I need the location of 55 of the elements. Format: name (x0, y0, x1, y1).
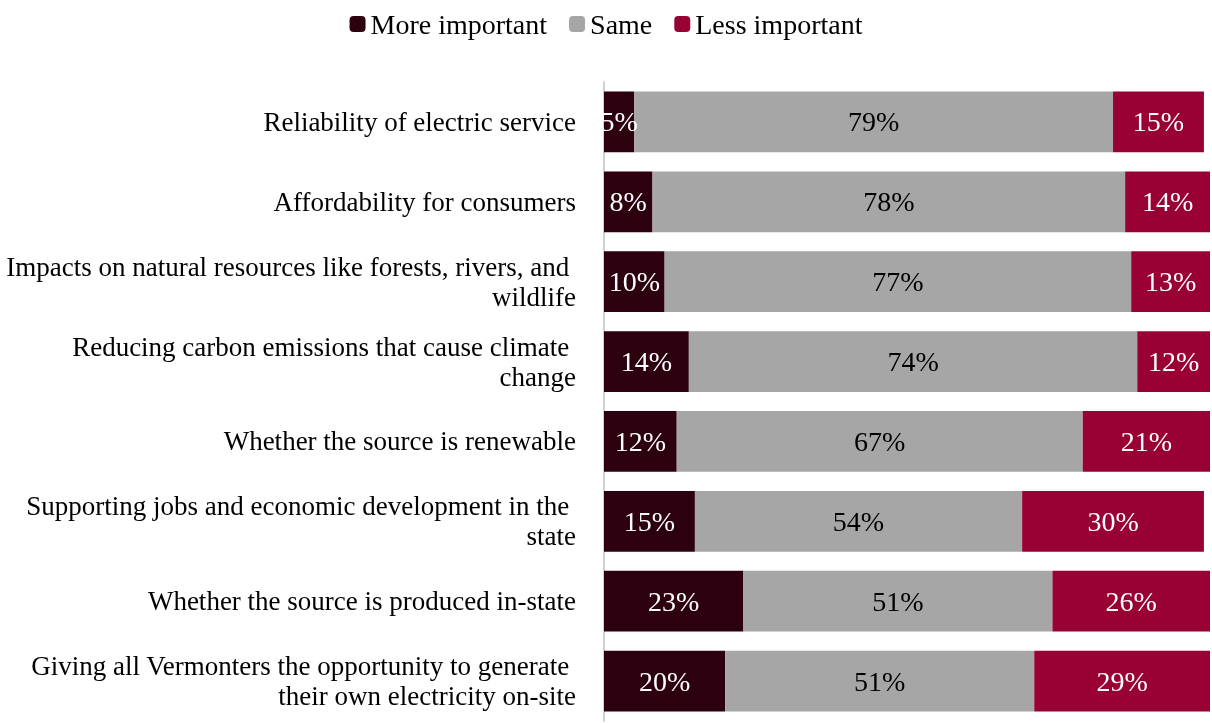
bar (725, 650, 1035, 712)
data-label: 12% (614, 425, 667, 457)
data-label: 54% (832, 505, 885, 537)
data-label: 79% (848, 106, 900, 138)
data-label: 77% (872, 266, 924, 298)
bar (604, 251, 665, 313)
bar (1052, 570, 1210, 632)
bar (1022, 490, 1204, 552)
data-label: 14% (620, 346, 673, 378)
bar (604, 490, 695, 552)
y-tick-label: Reliability of electric service (263, 106, 577, 137)
bar (604, 331, 689, 392)
y-tick-label: Reducing carbon emissions that cause climate change (72, 331, 577, 392)
bar (1113, 91, 1204, 153)
y-tick-label: Supporting jobs and economic development in the state (26, 491, 577, 552)
data-label: 8% (609, 186, 647, 218)
data-label: 29% (1096, 665, 1148, 697)
y-tick-label: Whether the source is renewable (223, 426, 576, 457)
legend-label: Same (590, 8, 653, 40)
data-label: 13% (1144, 266, 1197, 298)
bar (688, 331, 1138, 392)
bar (604, 411, 677, 472)
y-tick-label: Whether the source is produced in-state (147, 586, 577, 617)
legend-label: More important (370, 8, 548, 40)
bar (1137, 331, 1210, 392)
bar (676, 411, 1083, 472)
y-tick-label: Giving all Vermonters the opportunity to generate their own electricity on-site (31, 651, 577, 712)
data-label: 78% (863, 186, 915, 218)
data-label: 23% (648, 585, 700, 617)
data-label: 51% (872, 585, 924, 617)
data-label: 10% (608, 266, 660, 298)
bar (694, 490, 1023, 552)
bar (652, 171, 1126, 233)
y-tick-label: Affordability for consumers (273, 186, 576, 217)
data-label: 51% (854, 665, 906, 697)
bar (604, 650, 726, 712)
bar (1034, 650, 1210, 712)
data-label: 12% (1147, 346, 1200, 378)
data-label: 74% (887, 346, 939, 378)
bar (604, 570, 744, 632)
data-label: 20% (638, 665, 691, 697)
data-label: 14% (1141, 186, 1194, 218)
legend-label: Less important (695, 8, 863, 40)
data-label: 26% (1105, 585, 1157, 617)
data-label: 30% (1087, 505, 1139, 537)
data-label: 21% (1120, 425, 1173, 457)
bar (743, 570, 1053, 632)
data-label: 15% (1132, 106, 1185, 138)
data-label: 15% (623, 505, 676, 537)
bar (1131, 251, 1210, 313)
y-tick-label: Impacts on natural resources like forests, rivers, and wildlife (6, 251, 577, 312)
bar (1125, 171, 1210, 233)
bar (1082, 411, 1210, 472)
data-label: 67% (854, 425, 906, 457)
bar (664, 251, 1132, 313)
